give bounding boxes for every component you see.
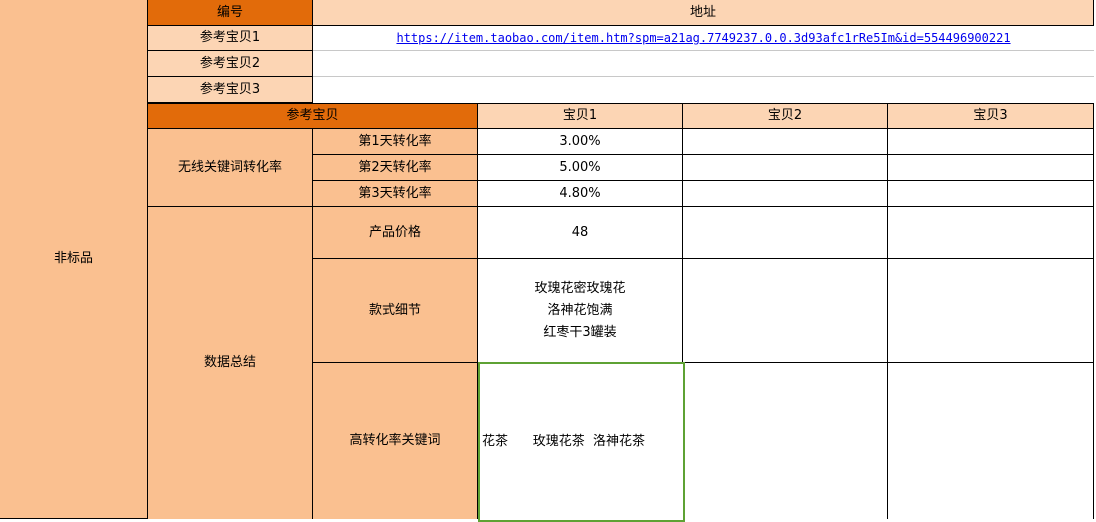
summary-group[interactable]: 数据总结 [148, 207, 313, 519]
style-item-2[interactable] [683, 259, 888, 363]
address-header[interactable]: 地址 [313, 0, 1094, 26]
ref-label-text: 参考宝贝3 [199, 81, 261, 97]
item-header-1[interactable]: 宝贝1 [478, 103, 683, 129]
keywords-label[interactable]: 高转化率关键词 [313, 363, 478, 519]
conv-label-text: 第3天转化率 [358, 185, 432, 201]
conv-1-item-3[interactable] [888, 129, 1094, 155]
address-header-label: 地址 [689, 4, 716, 20]
cell-value: 4.80% [559, 185, 601, 201]
ref-header[interactable]: 参考宝贝 [148, 103, 478, 129]
price-item-3[interactable] [888, 207, 1094, 259]
item-header-label: 宝贝1 [562, 108, 598, 123]
price-item-1[interactable]: 48 [478, 207, 683, 259]
cell-value: 花茶 玫瑰花茶 洛神花茶 [482, 434, 646, 449]
ref-url-2[interactable] [313, 51, 1094, 77]
conv-1-item-2[interactable] [683, 129, 888, 155]
ref-link[interactable]: https://item.taobao.com/item.htm?spm=a21… [396, 31, 1011, 45]
conv-3-item-3[interactable] [888, 181, 1094, 207]
keywords-item-1-selected[interactable]: 花茶 玫瑰花茶 洛神花茶 [478, 362, 685, 522]
conv-2-item-2[interactable] [683, 155, 888, 181]
conv-label-text: 第2天转化率 [358, 159, 432, 175]
item-header-3[interactable]: 宝贝3 [888, 103, 1094, 129]
conversion-group-label: 无线关键词转化率 [177, 159, 282, 175]
style-line: 玫瑰花密玫瑰花 [534, 280, 626, 296]
ref-url-3[interactable] [313, 77, 1094, 103]
conv-label-text: 第1天转化率 [358, 133, 432, 149]
keywords-item-3[interactable] [888, 363, 1094, 519]
item-header-label: 宝贝2 [767, 108, 803, 123]
ref-label-2[interactable]: 参考宝贝2 [148, 51, 313, 77]
keywords-item-2[interactable] [685, 363, 888, 519]
ref-label-text: 参考宝贝2 [199, 55, 261, 71]
category-cell[interactable]: 非标品 [0, 0, 148, 519]
conv-2-item-3[interactable] [888, 155, 1094, 181]
conv-3-item-2[interactable] [683, 181, 888, 207]
ref-url-1[interactable]: https://item.taobao.com/item.htm?spm=a21… [313, 26, 1094, 51]
cell-value: 48 [571, 224, 589, 240]
cell-value: 5.00% [559, 159, 601, 175]
conv-2-item-1[interactable]: 5.00% [478, 155, 683, 181]
style-item-1[interactable]: 玫瑰花密玫瑰花 洛神花饱满 红枣干3罐装 [478, 259, 683, 363]
item-header-2[interactable]: 宝贝2 [683, 103, 888, 129]
conv-3-item-1[interactable]: 4.80% [478, 181, 683, 207]
id-header[interactable]: 编号 [148, 0, 313, 26]
conv-label-3[interactable]: 第3天转化率 [313, 181, 478, 207]
category-label: 非标品 [53, 251, 93, 266]
cell-value: 3.00% [559, 133, 601, 149]
keywords-label-text: 高转化率关键词 [349, 433, 441, 448]
ref-label-text: 参考宝贝1 [199, 30, 261, 45]
style-line: 红枣干3罐装 [543, 324, 617, 340]
style-label-text: 款式细节 [368, 302, 421, 318]
style-label[interactable]: 款式细节 [313, 259, 478, 363]
conv-label-1[interactable]: 第1天转化率 [313, 129, 478, 155]
price-label-text: 产品价格 [368, 224, 421, 240]
ref-label-3[interactable]: 参考宝贝3 [148, 77, 313, 103]
price-item-2[interactable] [683, 207, 888, 259]
style-item-3[interactable] [888, 259, 1094, 363]
price-label[interactable]: 产品价格 [313, 207, 478, 259]
id-header-label: 编号 [216, 4, 243, 20]
conversion-group[interactable]: 无线关键词转化率 [148, 129, 313, 207]
ref-header-label: 参考宝贝 [286, 108, 339, 123]
conv-1-item-1[interactable]: 3.00% [478, 129, 683, 155]
conv-label-2[interactable]: 第2天转化率 [313, 155, 478, 181]
ref-label-1[interactable]: 参考宝贝1 [148, 26, 313, 51]
summary-group-label: 数据总结 [203, 355, 256, 370]
style-line: 洛神花饱满 [547, 302, 613, 318]
item-header-label: 宝贝3 [973, 108, 1008, 123]
